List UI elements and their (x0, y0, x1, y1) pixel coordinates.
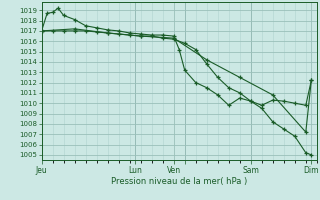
X-axis label: Pression niveau de la mer( hPa ): Pression niveau de la mer( hPa ) (111, 177, 247, 186)
